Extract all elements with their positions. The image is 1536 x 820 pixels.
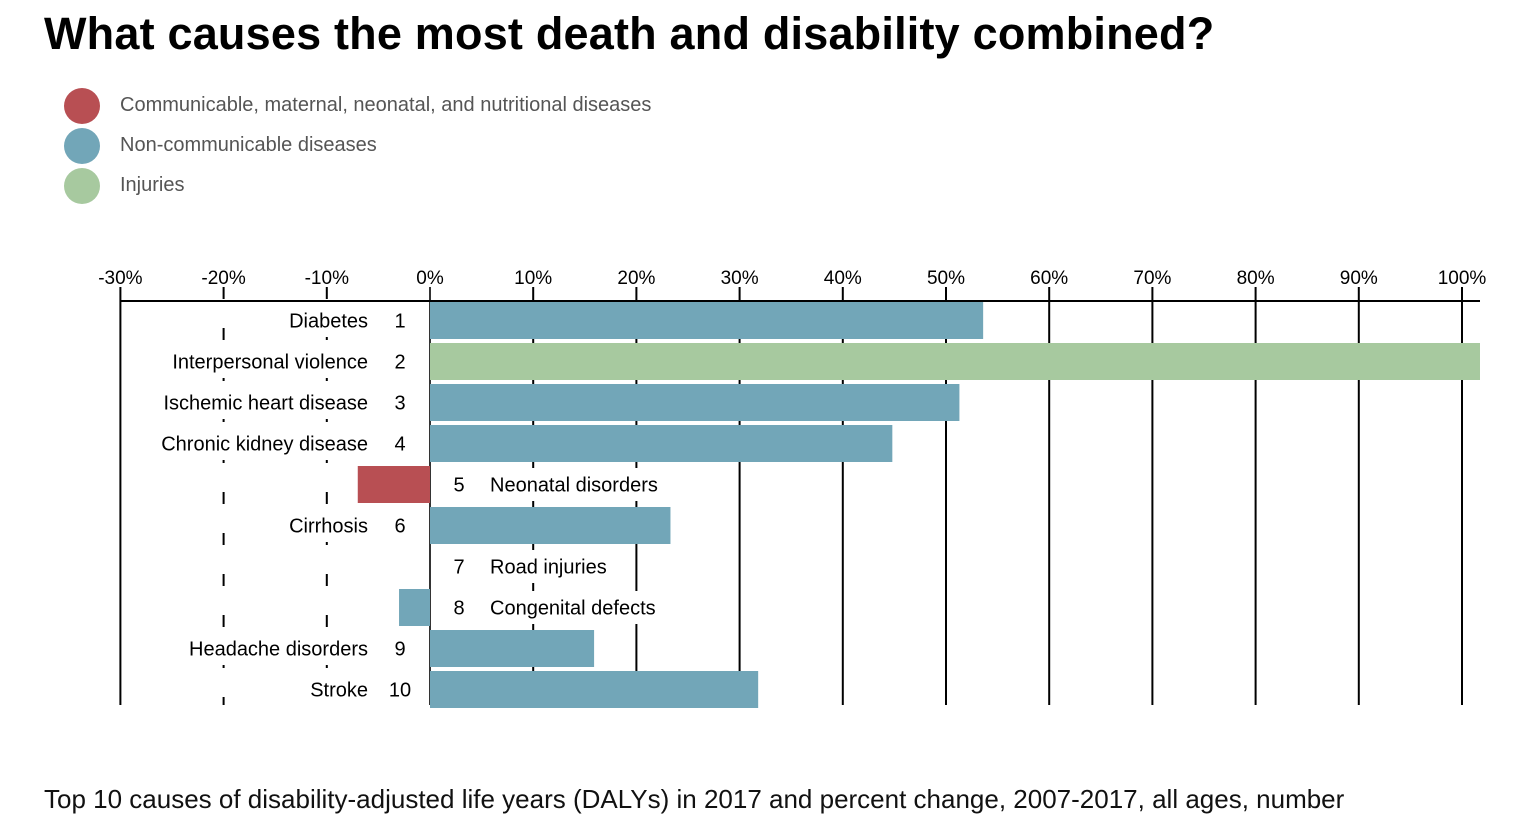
cause-label: Chronic kidney disease (161, 434, 368, 456)
rank-label: 3 (394, 393, 405, 415)
label-backing (157, 427, 372, 460)
x-tick-label: 70% (1133, 268, 1171, 289)
bar (430, 425, 893, 462)
legend-swatch-communicable (64, 88, 100, 124)
label-backing (306, 673, 372, 706)
bar (430, 630, 595, 667)
cause-label: Congenital defects (490, 598, 656, 620)
label-backing (159, 386, 372, 419)
bars (357, 302, 1480, 708)
x-tick-label: -20% (201, 268, 245, 289)
x-tick-label: 90% (1340, 268, 1378, 289)
row-labels: 1 Diabetes 2 Interpersonal violence 3 Ischemi… (157, 304, 664, 706)
x-tick-label: 40% (824, 268, 862, 289)
rank-label: 9 (394, 639, 405, 661)
bar (430, 671, 759, 708)
cause-label: Road injuries (490, 557, 607, 579)
bar (399, 589, 430, 626)
x-tick-label: 80% (1237, 268, 1275, 289)
x-tick-label: 60% (1030, 268, 1068, 289)
bar (430, 507, 671, 544)
cause-label: Interpersonal violence (172, 352, 368, 374)
rank-label: 10 (389, 680, 411, 702)
x-tick-label: 30% (721, 268, 759, 289)
cause-label: Ischemic heart disease (163, 393, 368, 415)
label-backing (168, 345, 372, 378)
rank-label: 7 (453, 557, 464, 579)
x-tick-label: 50% (927, 268, 965, 289)
cause-label: Diabetes (289, 311, 368, 333)
rank-label: 4 (394, 434, 405, 456)
x-tick-label: 0% (416, 268, 444, 289)
label-backing (440, 591, 662, 624)
rank-label: 6 (394, 516, 405, 538)
label-backing (440, 468, 664, 501)
x-tick-label: -10% (305, 268, 349, 289)
bar (430, 343, 1480, 380)
chart-title: What causes the most death and disabilit… (44, 8, 1215, 59)
label-backing (185, 632, 372, 665)
cause-label: Headache disorders (189, 639, 368, 661)
x-tick-label: 100% (1438, 268, 1487, 289)
chart-subtitle: Top 10 causes of disability-adjusted lif… (44, 784, 1345, 814)
x-tick-label: 10% (514, 268, 552, 289)
legend-label-non-communicable: Non-communicable diseases (120, 134, 377, 156)
x-axis: -30% -20% -10% 0% 10% 20% 30% 40% 50% 60% 70% 80% 90… (98, 268, 1487, 302)
bar (430, 302, 984, 339)
cause-label: Stroke (310, 680, 368, 702)
bar (430, 384, 960, 421)
label-backing (285, 304, 372, 337)
cause-label: Cirrhosis (289, 516, 368, 538)
cause-label: Neonatal disorders (490, 475, 658, 497)
bar-chart: -30% -20% -10% 0% 10% 20% 30% 40% 50% 60% 70% 80% 90… (98, 268, 1487, 708)
label-backing (285, 509, 372, 542)
label-backing (440, 550, 613, 583)
legend-swatch-injuries (64, 168, 100, 204)
rank-label: 5 (453, 475, 464, 497)
rank-label: 8 (453, 598, 464, 620)
bar (357, 466, 430, 503)
x-tick-label: -30% (98, 268, 142, 289)
rank-label: 1 (394, 311, 405, 333)
legend-label-communicable: Communicable, maternal, neonatal, and nu… (120, 94, 652, 116)
x-tick-label: 20% (617, 268, 655, 289)
legend-swatch-non-communicable (64, 128, 100, 164)
rank-label: 2 (394, 352, 405, 374)
legend-label-injuries: Injuries (120, 174, 185, 196)
